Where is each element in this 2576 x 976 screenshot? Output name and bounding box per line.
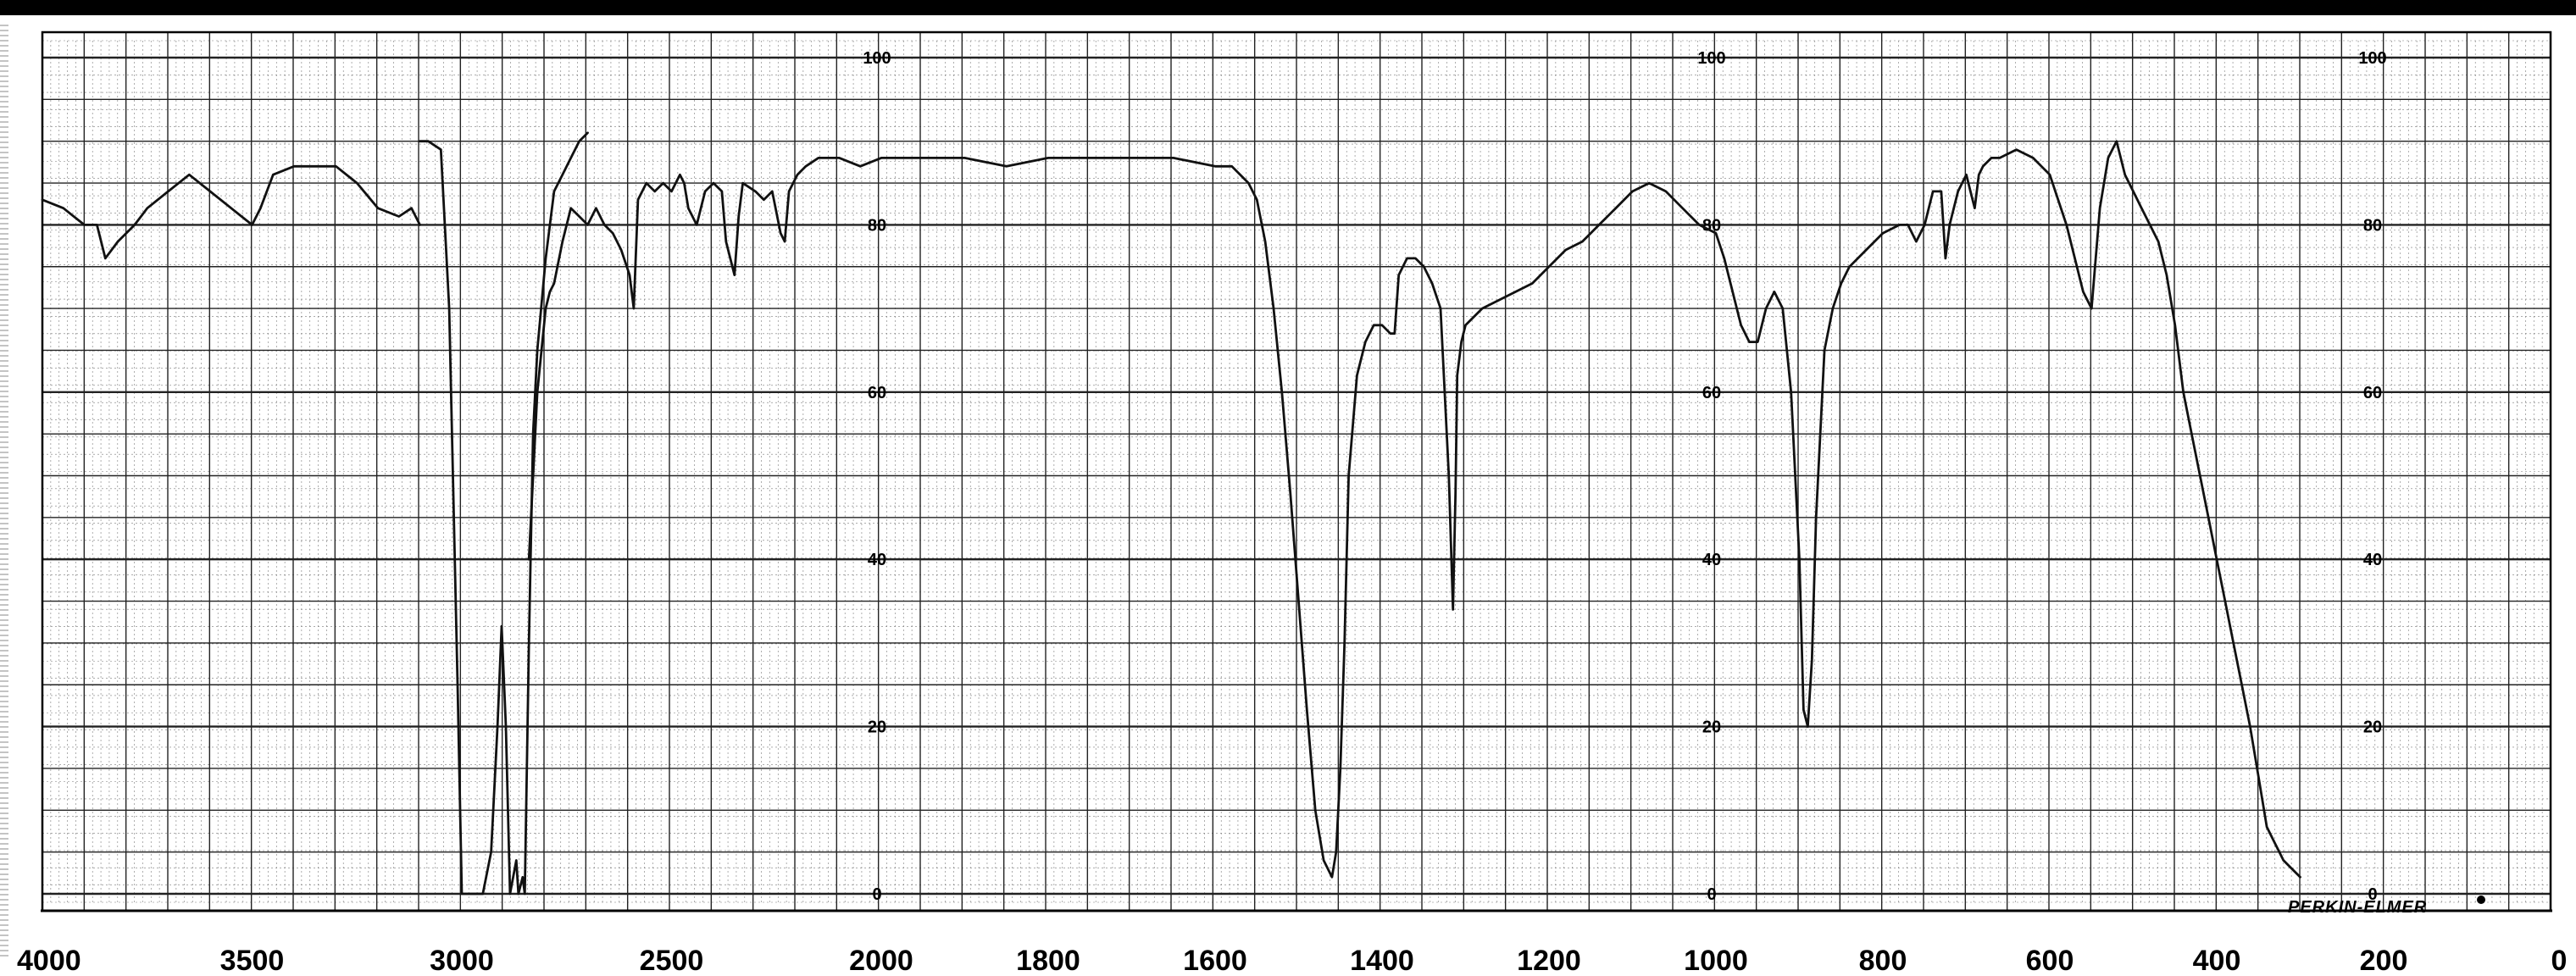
y-tick-label: 0 <box>1707 885 1716 904</box>
y-tick-label: 100 <box>1697 49 1725 68</box>
x-tick-label: 4000 <box>17 945 81 976</box>
x-tick-labels: 4000 3500 3000 2500 2000 1800 1600 1400 1200 1000… <box>17 945 2567 976</box>
y-tick-label: 40 <box>1702 551 1721 569</box>
x-tick-label: 800 <box>1859 945 1907 976</box>
y-tick-label: 40 <box>2363 551 2382 569</box>
x-tick-label: 3000 <box>430 945 494 976</box>
y-tick-label: 0 <box>2368 885 2377 904</box>
y-tick-label: 20 <box>868 718 886 737</box>
y-tick-label: 80 <box>2363 216 2382 235</box>
spectrum-line-3 <box>527 140 2301 879</box>
x-tick-label: 2500 <box>640 945 704 976</box>
y-tick-label: 0 <box>872 885 881 904</box>
y-tick-label: 80 <box>868 216 886 235</box>
y-tick-label: 60 <box>868 384 886 402</box>
x-tick-label: 1600 <box>1183 945 1247 976</box>
y-tick-label: 100 <box>863 49 891 68</box>
x-tick-label: 200 <box>2360 945 2408 976</box>
spectrum-line-2 <box>419 131 589 896</box>
registered-mark <box>2477 896 2485 904</box>
y-tick-label: 80 <box>1702 216 1721 235</box>
x-tick-label: 2000 <box>849 945 913 976</box>
brand-label: PERKIN-ELMER <box>2288 898 2427 917</box>
x-tick-label: 3500 <box>220 945 285 976</box>
x-tick-label: 1200 <box>1517 945 1581 976</box>
spectrum-series <box>41 131 2301 896</box>
y-tick-label: 20 <box>1702 718 1721 737</box>
y-tick-label: 60 <box>2363 384 2382 402</box>
x-tick-label: 1400 <box>1350 945 1414 976</box>
brand-mark: PERKIN-ELMER <box>2288 896 2485 917</box>
y-tick-label: 20 <box>2363 718 2382 737</box>
left-edge-marks <box>0 25 8 957</box>
y-tick-label: 40 <box>868 551 886 569</box>
spectrum-line-1 <box>41 164 421 260</box>
x-tick-label: 600 <box>2026 945 2074 976</box>
y-tick-labels: 0 0 0 20 20 20 40 40 40 60 60 60 80 80 80 100 100 100 <box>863 49 2386 904</box>
x-tick-label: 1000 <box>1684 945 1748 976</box>
major-grid <box>41 30 2552 912</box>
y-tick-label: 60 <box>1702 384 1721 402</box>
x-tick-label: 400 <box>2193 945 2241 976</box>
plot-frame <box>41 30 2552 912</box>
x-tick-label: 0 <box>2551 945 2568 976</box>
y-tick-label: 100 <box>2358 49 2386 68</box>
top-border <box>0 0 2576 15</box>
x-tick-label: 1800 <box>1016 945 1080 976</box>
